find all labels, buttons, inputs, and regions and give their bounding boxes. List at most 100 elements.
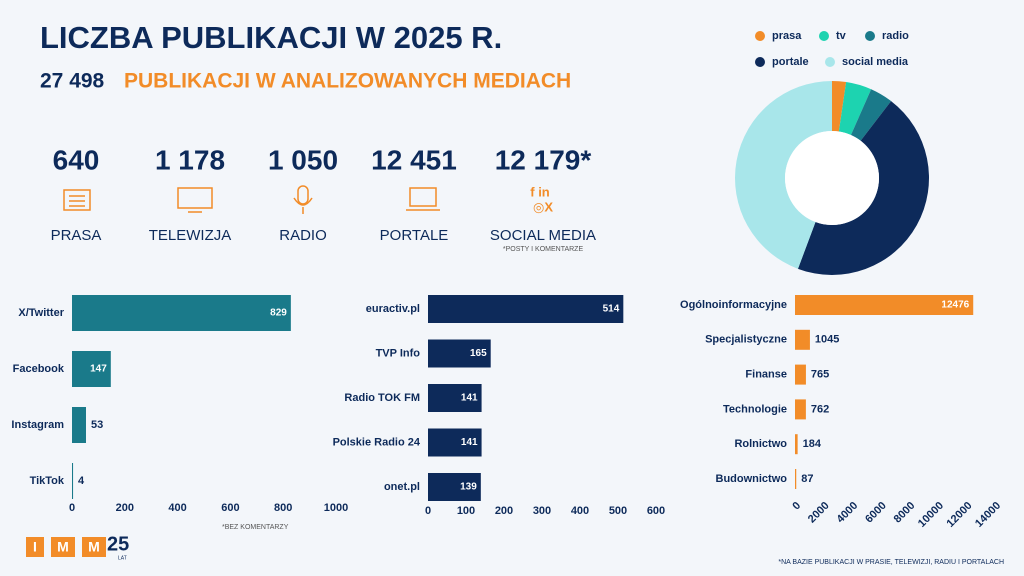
value-label: 147	[90, 364, 107, 375]
stat-label: SOCIAL MEDIA	[490, 227, 596, 244]
footnote: *NA BAZIE PUBLIKACJI W PRASIE, TELEWIZJI…	[778, 559, 1004, 566]
value-label: 765	[811, 369, 829, 381]
x-tick-label: 600	[647, 505, 665, 517]
category-label: Radio TOK FM	[344, 392, 420, 404]
legend-label: prasa	[772, 30, 802, 42]
icon-mic	[293, 197, 313, 214]
stat-value: 12 451	[371, 144, 457, 175]
value-label: 139	[460, 482, 477, 493]
bar	[795, 469, 797, 489]
category-label: Facebook	[13, 363, 65, 375]
value-label: 184	[803, 438, 822, 450]
x-tick-label: 400	[571, 505, 589, 517]
stat-label: PORTALE	[380, 227, 449, 244]
legend-swatch	[819, 31, 829, 41]
stat-value: 1 178	[155, 144, 225, 175]
donut-slice	[797, 101, 929, 276]
x-tick-label: 6000	[863, 500, 889, 526]
x-tick-label: 200	[495, 505, 513, 517]
value-label: 141	[461, 437, 478, 448]
subtitle-text: PUBLIKACJI W ANALIZOWANYCH MEDIACH	[124, 70, 571, 93]
value-label: 514	[603, 304, 620, 315]
x-tick-label: 4000	[835, 500, 861, 526]
legend-label: social media	[842, 56, 909, 68]
x-tick-label: 0	[69, 502, 75, 514]
logo-box	[26, 537, 44, 557]
x-tick-label: 14000	[973, 500, 1003, 530]
bar	[72, 463, 74, 499]
x-tick-label: 500	[609, 505, 627, 517]
bar	[795, 434, 798, 455]
logo-years: 25	[107, 533, 129, 555]
icon-portal	[409, 187, 437, 207]
donut-slice	[838, 82, 872, 135]
value-label: 165	[470, 348, 487, 359]
category-label: onet.pl	[384, 481, 420, 493]
logo-letter: M	[57, 539, 69, 555]
icon-tv	[177, 187, 213, 209]
bar	[795, 295, 974, 315]
logo: I M M 25 LAT	[26, 533, 129, 561]
value-label: 1045	[815, 334, 839, 346]
icon-mic	[297, 185, 309, 205]
bar	[795, 399, 806, 420]
x-tick-label: 2000	[806, 500, 832, 526]
x-tick-label: 1000	[324, 502, 348, 514]
legend-swatch	[755, 57, 765, 67]
bar	[72, 407, 86, 443]
bar	[428, 473, 481, 501]
logo-box	[82, 537, 106, 557]
value-label: 4	[78, 475, 85, 487]
bar	[795, 329, 810, 350]
chart-note: *BEZ KOMENTARZY	[222, 524, 289, 531]
bar	[428, 428, 482, 457]
bar	[428, 339, 491, 368]
x-tick-label: 10000	[916, 500, 946, 530]
category-label: Budownictwo	[716, 473, 788, 485]
x-tick-label: 400	[168, 502, 186, 514]
donut-slice	[850, 89, 892, 141]
category-label: TikTok	[30, 475, 65, 487]
legend-label: portale	[772, 56, 809, 68]
value-label: 762	[811, 403, 829, 415]
icon-social: ◎X	[533, 199, 553, 214]
logo-box	[51, 537, 75, 557]
logo-letter: I	[33, 539, 37, 555]
category-label: euractiv.pl	[366, 303, 420, 315]
x-tick-label: 0	[790, 500, 803, 513]
bar	[72, 295, 291, 331]
donut-slice	[832, 81, 847, 132]
x-tick-label: 8000	[892, 500, 918, 526]
icon-social: f in	[530, 184, 550, 199]
stat-note: *POSTY I KOMENTARZE	[503, 246, 584, 253]
x-tick-label: 0	[425, 505, 431, 517]
x-tick-label: 200	[116, 502, 134, 514]
logo-lat: LAT	[118, 555, 127, 561]
donut-slice	[735, 81, 832, 269]
value-label: 829	[270, 308, 287, 319]
category-label: Ogólnoinformacyjne	[680, 299, 787, 311]
category-label: Finanse	[745, 369, 787, 381]
bar	[72, 351, 111, 387]
category-label: X/Twitter	[18, 307, 64, 319]
value-label: 53	[91, 419, 103, 431]
stat-value: 1 050	[268, 144, 338, 175]
stat-label: PRASA	[51, 227, 102, 244]
logo-letter: M	[88, 539, 100, 555]
stat-label: TELEWIZJA	[149, 227, 232, 244]
x-tick-label: 100	[457, 505, 475, 517]
donut-hole	[785, 131, 879, 225]
title: LICZBA PUBLIKACJI W 2025 R.	[40, 20, 502, 55]
category-label: Technologie	[723, 403, 787, 415]
stat-label: RADIO	[279, 227, 327, 244]
subtitle-number: 27 498	[40, 70, 105, 93]
value-label: 87	[801, 473, 813, 485]
legend-label: radio	[882, 30, 909, 42]
x-tick-label: 600	[221, 502, 239, 514]
icons: f in ◎X	[63, 184, 553, 214]
stat-value: 640	[53, 144, 100, 175]
legend-label: tv	[836, 30, 847, 42]
category-label: TVP Info	[376, 347, 421, 359]
